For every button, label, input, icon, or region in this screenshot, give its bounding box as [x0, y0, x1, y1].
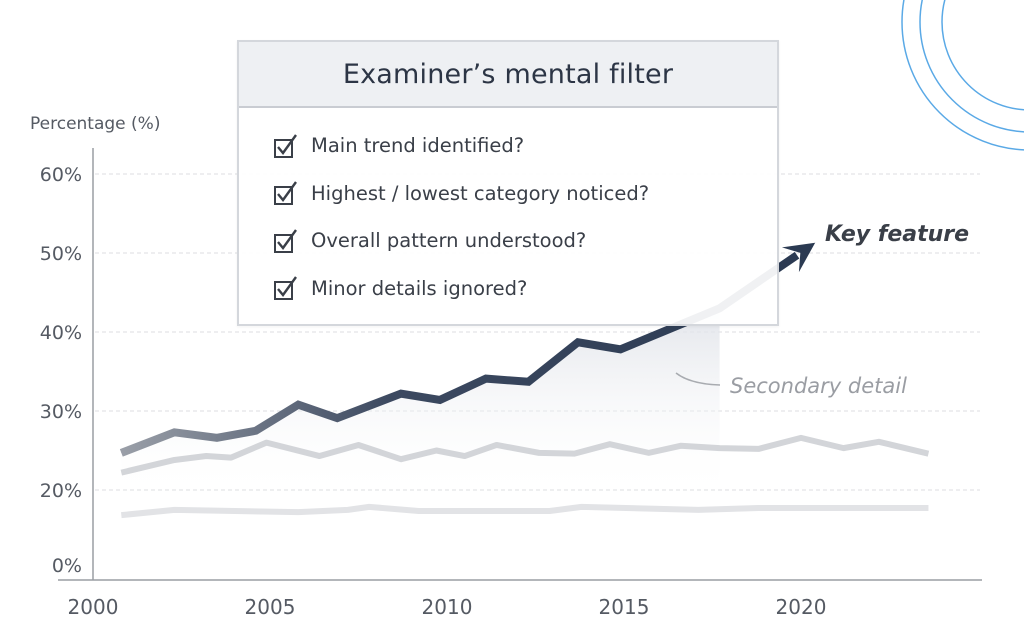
checklist-item-label: Overall pattern understood?: [311, 229, 587, 253]
y-axis-label: Percentage (%): [30, 114, 160, 134]
y-tick-label: 0%: [52, 555, 82, 577]
y-tick-label: 40%: [40, 322, 82, 344]
y-tick-label: 50%: [40, 243, 82, 265]
checklist-header: Examiner’s mental filter: [239, 42, 777, 108]
main-trend-area: [121, 308, 720, 500]
secondary-series-line: [120, 434, 930, 476]
x-tick-label: 2005: [245, 595, 296, 619]
x-tick-label: 2000: [68, 595, 119, 619]
checklist-title: Examiner’s mental filter: [342, 58, 674, 90]
decor-circle: [919, 0, 1024, 133]
decor-circle: [901, 0, 1024, 151]
checklist-item: Main trend identified?: [273, 122, 777, 170]
checklist-item: Minor details ignored?: [273, 265, 777, 313]
secondary-detail-label: Secondary detail: [730, 374, 907, 398]
x-tick-label: 2020: [776, 595, 827, 619]
x-tick-label: 2015: [599, 595, 650, 619]
minor-series-line: [121, 503, 929, 519]
checked-box-icon: [274, 276, 297, 301]
checked-box-icon: [274, 134, 297, 158]
checked-box-icon: [274, 181, 297, 206]
checklist-item: Overall pattern understood?: [273, 217, 777, 265]
checked-box-icon: [274, 229, 297, 253]
checklist-item-label: Main trend identified?: [311, 134, 525, 158]
y-tick-label: 30%: [40, 401, 82, 423]
x-tick-label: 2010: [422, 595, 473, 619]
decor-circle: [941, 0, 1024, 111]
checklist-item-label: Highest / lowest category noticed?: [311, 181, 650, 205]
decorative-circles: [901, 0, 1024, 151]
checklist-item: Highest / lowest category noticed?: [273, 170, 777, 218]
key-feature-label: Key feature: [825, 222, 969, 247]
secondary-detail-leader: [675, 372, 721, 386]
checklist: Main trend identified? Highest / lowest c…: [273, 122, 777, 312]
arrow-head-icon: [781, 242, 816, 273]
y-tick-label: 60%: [40, 164, 82, 186]
y-tick-label: 20%: [40, 480, 82, 502]
checklist-item-label: Minor details ignored?: [311, 276, 528, 300]
main-series-line: [119, 251, 800, 457]
checklist-panel: Examiner’s mental filter Main trend iden…: [237, 40, 779, 326]
